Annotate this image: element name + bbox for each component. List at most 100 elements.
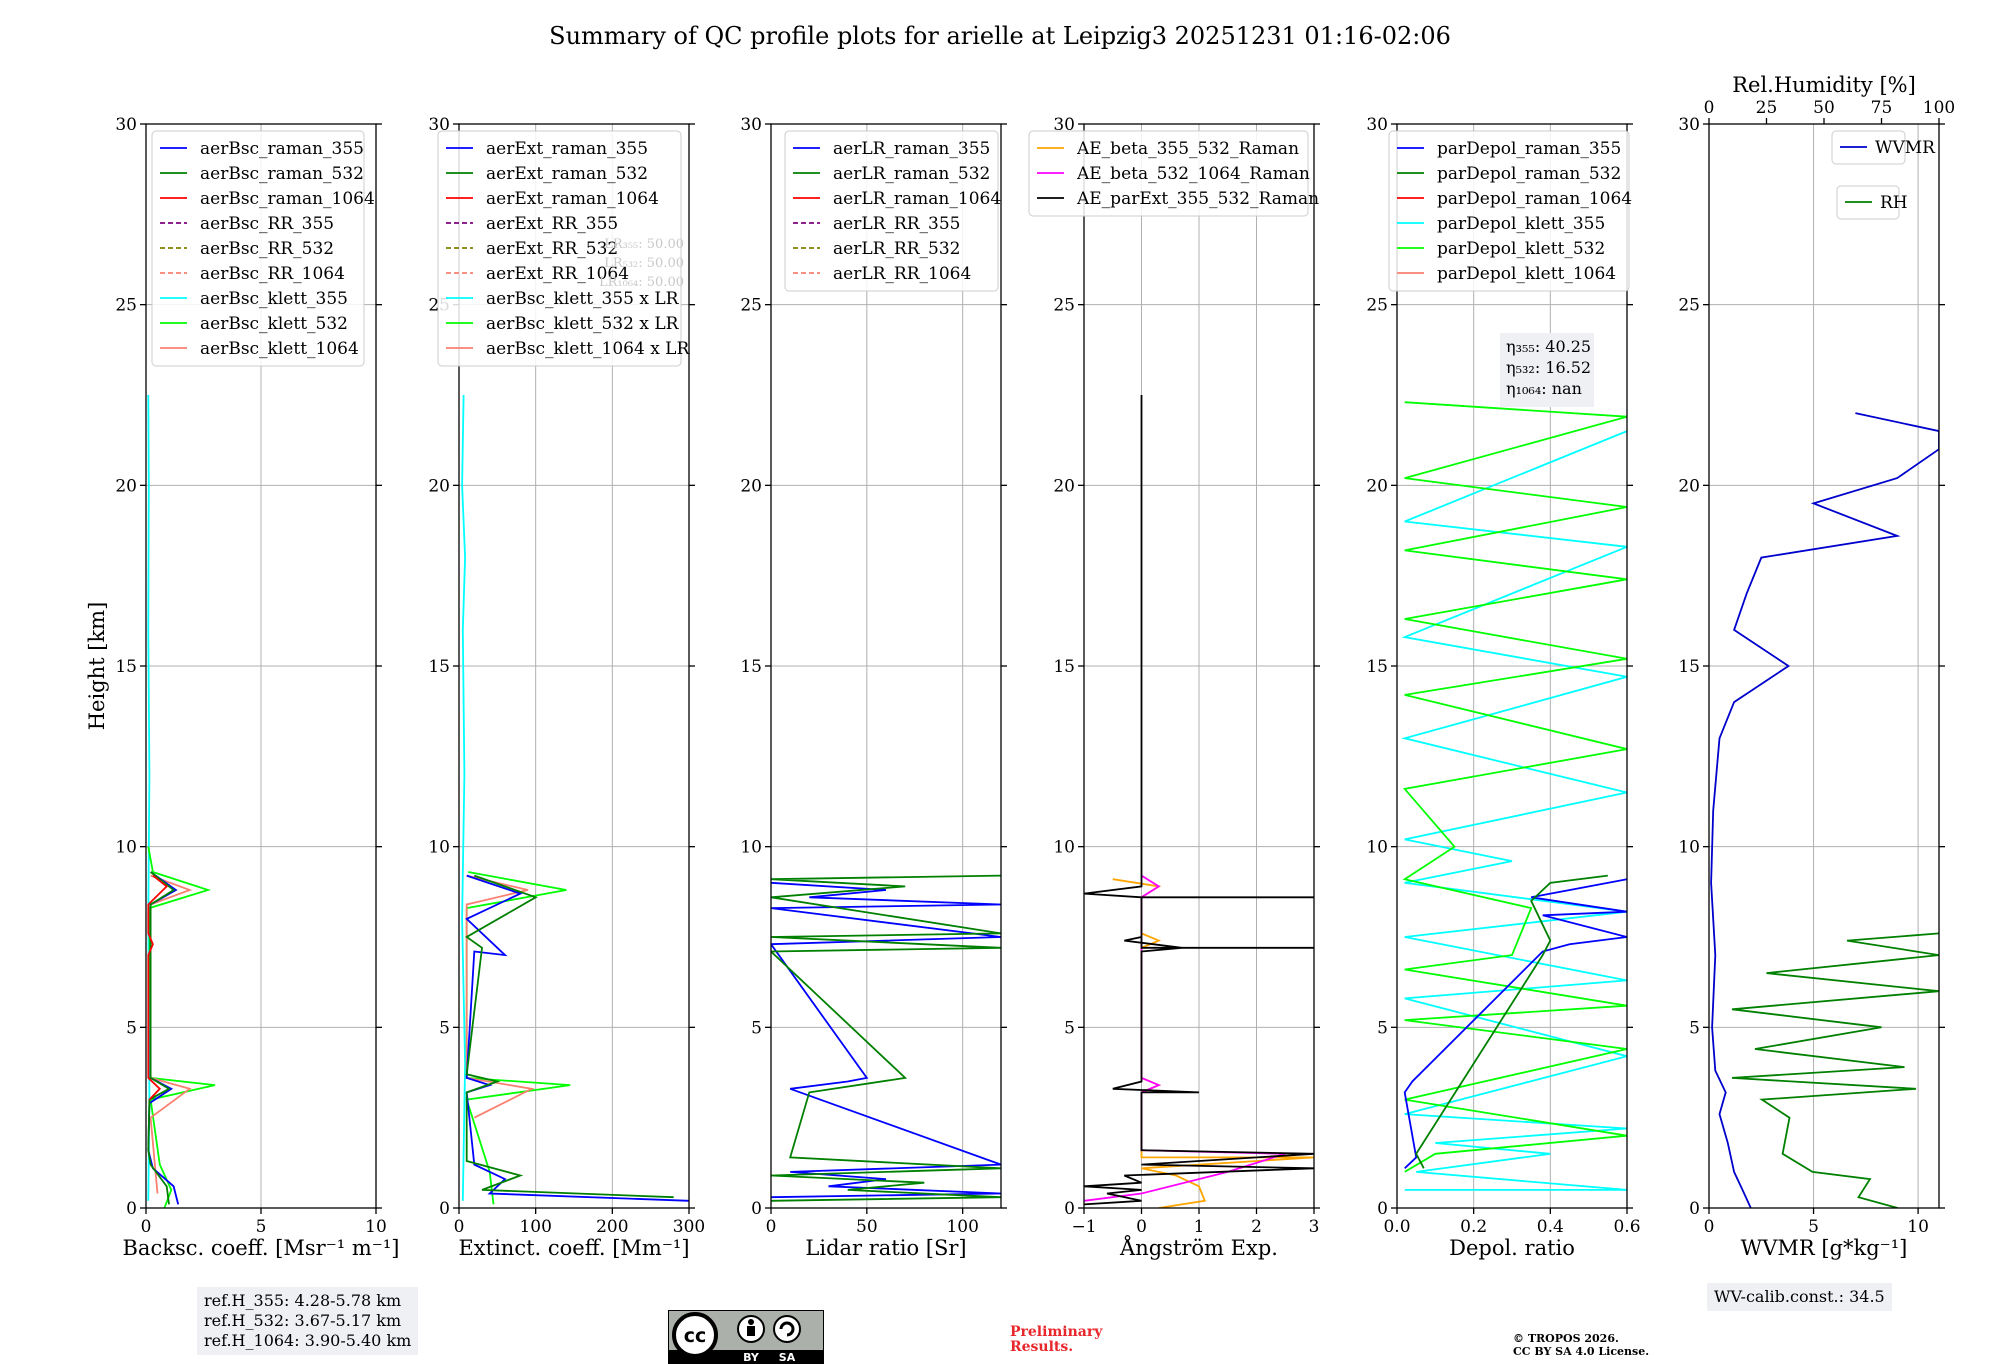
y-tick-label: 5 xyxy=(1377,1018,1388,1038)
legend-entry: aerExt_RR_1064 xyxy=(486,264,629,284)
legend-rh: RH xyxy=(1836,185,1908,220)
eta-box: η₃₅₅: 40.25 η₅₃₂: 16.52 η₁₀₆₄: nan xyxy=(1500,333,1594,407)
y-tick-label: 25 xyxy=(1366,296,1388,316)
legend-entry: parDepol_klett_532 xyxy=(1437,239,1605,259)
y-tick-label: 30 xyxy=(1366,115,1388,135)
y-tick-label: 25 xyxy=(1678,296,1700,316)
top-x-tick-label: 0 xyxy=(1704,98,1715,118)
y-tick-label: 30 xyxy=(1053,115,1075,135)
legend-entry: aerExt_raman_1064 xyxy=(486,189,659,209)
by-label: BY xyxy=(743,1351,760,1364)
series-line-aerBsc_raman_532 xyxy=(147,871,176,1205)
y-tick-label: 25 xyxy=(1053,296,1075,316)
legend-box xyxy=(1831,130,1906,165)
x-tick-label: 10 xyxy=(1907,1217,1929,1237)
legend-entry: parDepol_klett_355 xyxy=(1437,214,1605,234)
series-line-aerBsc_klett_532 x LR xyxy=(465,871,571,1205)
legend-entry: aerBsc_klett_1064 x LR xyxy=(486,339,690,359)
legend-entry: AE_parExt_355_532_Raman xyxy=(1076,189,1319,209)
x-tick-label: 1 xyxy=(1194,1217,1205,1237)
series-bsc xyxy=(147,394,216,1208)
legend-box xyxy=(151,130,365,367)
top-x-tick-label: 50 xyxy=(1813,98,1835,118)
y-tick-label: 25 xyxy=(115,296,137,316)
series-line-aerExt_raman_355 xyxy=(465,874,689,1202)
copyright-line-1: © TROPOS 2026. xyxy=(1513,1332,1619,1345)
y-tick-label: 20 xyxy=(740,476,762,496)
series-line-aerBsc_klett_355 x LR xyxy=(461,394,467,1201)
x-axis-label-ae: Ångström Exp. xyxy=(1119,1235,1278,1260)
series-line-AE_parExt_355_532_Raman xyxy=(1084,395,1314,1206)
legend-entry: parDepol_raman_1064 xyxy=(1437,189,1632,209)
y-tick-label: 15 xyxy=(740,657,762,677)
y-tick-label: 30 xyxy=(428,115,450,135)
y-tick-label: 15 xyxy=(115,657,137,677)
share-alike-icon xyxy=(773,1315,801,1343)
legend-entry: aerBsc_klett_355 xyxy=(200,289,348,309)
y-tick-label: 0 xyxy=(1064,1199,1075,1219)
x-tick-label: 3 xyxy=(1309,1217,1320,1237)
series-line-aerBsc_klett_1064 x LR xyxy=(465,874,535,1119)
copyright-note: © TROPOS 2026. CC BY SA 4.0 License. xyxy=(1513,1332,1649,1358)
preliminary-line-1: Preliminary xyxy=(1010,1324,1103,1340)
cc-icon xyxy=(672,1312,718,1358)
x-tick-label: 50 xyxy=(856,1217,878,1237)
legend-entry: aerBsc_raman_355 xyxy=(200,139,364,159)
top-x-tick-label: 75 xyxy=(1871,98,1893,118)
ref-height-355: ref.H_355: 4.28-5.78 km xyxy=(204,1291,402,1310)
y-tick-label: 15 xyxy=(1366,657,1388,677)
y-tick-label: 10 xyxy=(1053,838,1075,858)
y-tick-label: 25 xyxy=(740,296,762,316)
series-line-aerLR_raman_355 xyxy=(771,881,1001,1199)
y-tick-label: 20 xyxy=(1053,476,1075,496)
legend-wvmr: WVMR xyxy=(1831,130,1936,165)
x-axis-label-depol: Depol. ratio xyxy=(1449,1236,1575,1260)
y-tick-label: 0 xyxy=(439,1199,450,1219)
y-tick-label: 0 xyxy=(751,1199,762,1219)
ref-height-1064: ref.H_1064: 3.90-5.40 km xyxy=(204,1331,412,1350)
y-tick-label: 5 xyxy=(126,1018,137,1038)
y-tick-label: 15 xyxy=(1053,657,1075,677)
series-line-aerBsc_raman_1064 xyxy=(147,874,169,1101)
sa-label: SA xyxy=(779,1351,796,1364)
wv-calib-text: WV-calib.const.: 34.5 xyxy=(1714,1287,1885,1306)
x-tick-label: 0 xyxy=(454,1217,465,1237)
y-tick-label: 5 xyxy=(751,1018,762,1038)
legend-entry: aerLR_RR_355 xyxy=(833,214,960,234)
top-x-tick-label: 100 xyxy=(1923,98,1955,118)
x-axis-label-lr: Lidar ratio [Sr] xyxy=(805,1236,966,1260)
series-line-RH xyxy=(1731,932,1939,1208)
x-tick-label: 0.4 xyxy=(1537,1217,1564,1237)
legend-entry: AE_beta_532_1064_Raman xyxy=(1076,164,1310,184)
series-line-parDepol_raman_532 xyxy=(1415,874,1608,1169)
x-axis-label-wv: WVMR [g*kg⁻¹] xyxy=(1741,1236,1908,1260)
panel-depol: 0 5 10 15 20 25 30 0.0 0.2 0.4 0.6 Depol. ratio parD… xyxy=(1366,115,1640,1260)
legend-entry: aerLR_raman_355 xyxy=(833,139,990,159)
svg-text:cc: cc xyxy=(684,1325,707,1347)
legend-entry: aerBsc_RR_532 xyxy=(200,239,334,259)
x-tick-label: 200 xyxy=(596,1217,628,1237)
series-line-parDepol_klett_532 xyxy=(1402,401,1627,1173)
copyright-line-2: CC BY SA 4.0 License. xyxy=(1513,1345,1650,1358)
grid-wv xyxy=(1708,123,1939,1209)
y-axis-label: Height [km] xyxy=(85,602,109,731)
y-tick-label: 30 xyxy=(740,115,762,135)
y-tick-label: 10 xyxy=(1366,838,1388,858)
legend-entry: aerLR_RR_1064 xyxy=(833,264,971,284)
x-tick-label: 5 xyxy=(1808,1217,1819,1237)
legend-entry: aerBsc_RR_355 xyxy=(200,214,334,234)
lr-label: LR₁₀₆₄: 50.00 xyxy=(599,275,684,290)
legend-ae: AE_beta_355_532_Raman AE_beta_532_1064_Ra… xyxy=(1028,130,1319,217)
legend-entry: aerLR_RR_532 xyxy=(833,239,960,259)
legend-box xyxy=(1388,130,1630,292)
legend-entry: parDepol_raman_355 xyxy=(1437,139,1621,159)
series-line-parDepol_klett_355 xyxy=(1401,430,1627,1191)
series-lr xyxy=(771,874,1001,1202)
top-x-axis-label: Rel.Humidity [%] xyxy=(1732,73,1916,97)
x-tick-label: 100 xyxy=(946,1217,978,1237)
ref-height-box: ref.H_355: 4.28-5.78 km ref.H_532: 3.67-… xyxy=(197,1287,419,1355)
eta-label: η₃₅₅: 40.25 xyxy=(1506,337,1591,356)
